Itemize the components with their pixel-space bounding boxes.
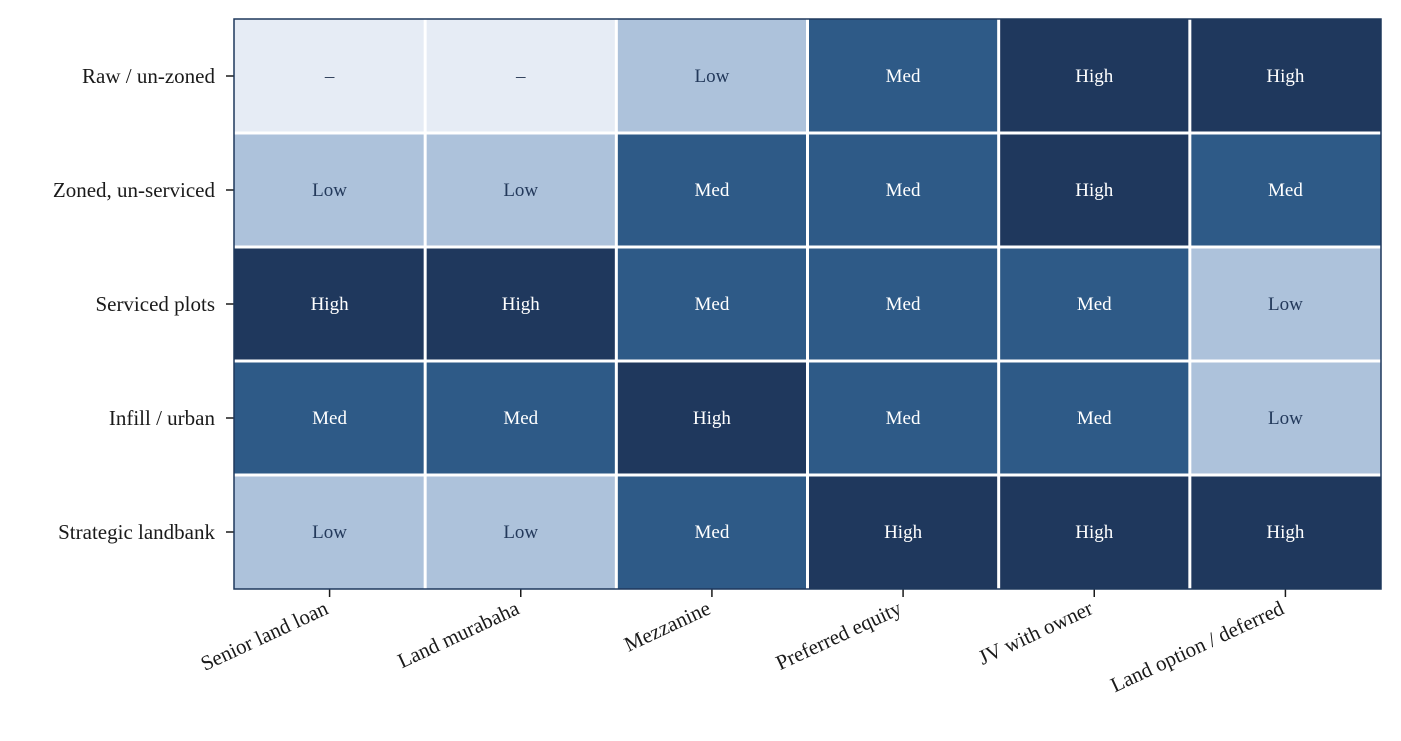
heatmap-cell (426, 134, 615, 246)
x-tick-label: Land option / deferred (1107, 596, 1288, 698)
cell-label: High (1075, 66, 1114, 87)
heatmap-cell (426, 476, 615, 589)
cell-label: Med (886, 66, 921, 87)
heatmap-cell (1191, 476, 1381, 589)
cell-label: High (1075, 522, 1114, 543)
cell-label: Low (695, 66, 730, 87)
heatmap-cell (426, 362, 615, 474)
x-tick-label: Senior land loan (197, 596, 332, 676)
y-tick-label: Serviced plots (95, 292, 215, 316)
heatmap-cell (617, 134, 806, 246)
cell-label: Low (1268, 294, 1303, 315)
y-tick-label: Raw / un-zoned (82, 64, 215, 88)
cell-label: Low (312, 522, 347, 543)
cell-label: High (502, 294, 541, 315)
cell-label: High (311, 294, 350, 315)
cell-label: Low (503, 522, 538, 543)
heatmap-cell (234, 134, 424, 246)
cell-label: High (1075, 180, 1114, 201)
heatmap-cell (426, 19, 615, 132)
heatmap-cell (809, 248, 998, 360)
heatmap-cell (1000, 19, 1189, 132)
heatmap-cells: – – Low Med High High Low Low Med Med High Med High H… (234, 19, 1381, 589)
y-tick-label: Infill / urban (109, 406, 216, 430)
heatmap-cell (426, 248, 615, 360)
x-tick-label: Preferred equity (772, 596, 906, 675)
heatmap-cell (234, 476, 424, 589)
heatmap-cell (809, 19, 998, 132)
heatmap-cell (234, 248, 424, 360)
cell-label: Med (695, 522, 730, 543)
cell-label: Med (503, 408, 538, 429)
plot-frame (233, 18, 1382, 590)
x-tick-label: Land murabaha (394, 595, 524, 672)
cell-label: Med (886, 294, 921, 315)
cell-label: High (1266, 522, 1305, 543)
cell-label: – (324, 66, 335, 87)
heatmap-cell (1000, 134, 1189, 246)
y-tick-label: Zoned, un-serviced (53, 178, 216, 202)
cell-label: Low (312, 180, 347, 201)
cell-label: High (693, 408, 732, 429)
heatmap-cell (809, 476, 998, 589)
heatmap-cell (1191, 362, 1381, 474)
cell-label: Med (1077, 294, 1112, 315)
heatmap-cell (1000, 248, 1189, 360)
cell-label: Med (695, 180, 730, 201)
heatmap-cell (617, 19, 806, 132)
heatmap-cell (809, 134, 998, 246)
heatmap-cell (1000, 476, 1189, 589)
heatmap-cell (1191, 19, 1381, 132)
cell-label: Med (886, 180, 921, 201)
cell-label: – (515, 66, 526, 87)
heatmap-cell (1191, 248, 1381, 360)
heatmap-cell (234, 19, 424, 132)
heatmap-cell (809, 362, 998, 474)
heatmap-cell (1191, 134, 1381, 246)
y-tick-label: Strategic landbank (58, 520, 215, 544)
cell-label: Med (1268, 180, 1303, 201)
column-labels: Senior land loan Land murabaha Mezzanine Pr… (197, 589, 1288, 697)
heatmap-cell (617, 248, 806, 360)
cell-label: Low (503, 180, 538, 201)
heatmap-cell (617, 362, 806, 474)
cell-label: High (884, 522, 923, 543)
grid-background (234, 19, 1381, 589)
heatmap-cell (1000, 362, 1189, 474)
cell-label: Med (695, 294, 730, 315)
cell-label: Med (1077, 408, 1112, 429)
x-tick-label: Mezzanine (620, 596, 714, 657)
row-labels: Raw / un-zoned Zoned, un-serviced Serviced… (53, 64, 234, 544)
cell-label: High (1266, 66, 1305, 87)
cell-label: Med (312, 408, 347, 429)
heatmap-cell (234, 362, 424, 474)
cell-label: Low (1268, 408, 1303, 429)
heatmap-cell (617, 476, 806, 589)
x-tick-label: JV with owner (974, 596, 1096, 670)
cell-label: Med (886, 408, 921, 429)
